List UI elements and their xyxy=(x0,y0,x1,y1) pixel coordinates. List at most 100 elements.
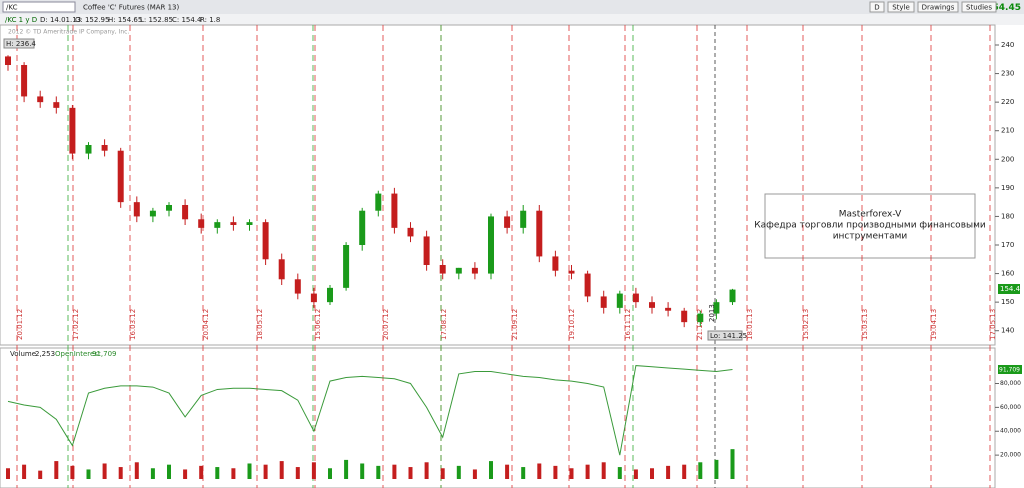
note-line: инструментами xyxy=(833,232,908,242)
toolbar-button[interactable] xyxy=(917,1,959,13)
volume-bar xyxy=(199,465,204,479)
volume-bar xyxy=(134,462,139,479)
date-label: 16.03.12 xyxy=(129,309,137,340)
volume-bar xyxy=(730,449,735,479)
volume-bar xyxy=(698,462,703,479)
volume-bar xyxy=(328,468,332,479)
candle-body xyxy=(359,210,366,245)
candle-body xyxy=(455,267,462,274)
date-label: 17.08.12 xyxy=(440,309,448,340)
volume-bar xyxy=(215,467,220,479)
volume-bar xyxy=(521,467,526,479)
volume-last: 2,253 xyxy=(35,350,55,358)
y-tick-label: 140 xyxy=(1001,327,1014,335)
volume-bar xyxy=(311,462,316,479)
oi-tag xyxy=(998,365,1022,374)
volume-bar xyxy=(585,464,590,479)
candle-body xyxy=(632,293,639,303)
info-field: O: 152.95 xyxy=(75,16,109,24)
volume-bar xyxy=(376,465,381,479)
last-label: 154.4 xyxy=(1000,285,1021,293)
note-line: Кафедра торговли производными финансовым… xyxy=(754,221,986,231)
date-label: 19.04.13 xyxy=(930,309,938,340)
info-field: D: 14.01.13 xyxy=(40,16,81,24)
price-pane xyxy=(0,24,996,346)
symbol-input[interactable] xyxy=(2,1,76,13)
y2-tick-label: 20,000 xyxy=(1000,452,1021,459)
symbol[interactable]: /KC xyxy=(6,4,18,12)
candle-body xyxy=(149,210,156,217)
date-label: 19.10.12 xyxy=(568,309,576,340)
candle-body xyxy=(230,222,237,225)
toolbar-button[interactable] xyxy=(887,1,915,13)
date-label: 15.03.13 xyxy=(861,309,869,340)
toolbar-button-label[interactable]: Drawings xyxy=(922,4,955,12)
candle-body xyxy=(536,210,543,257)
volume-bar xyxy=(650,468,654,479)
candle-body xyxy=(278,259,285,280)
copyright: 2012 © TD Ameritrade IP Company, Inc. xyxy=(8,29,129,36)
y-tick-label: 220 xyxy=(1001,98,1014,106)
volume-bar xyxy=(489,461,493,479)
volume-bar xyxy=(408,467,413,479)
candle-body xyxy=(423,236,430,265)
y-tick-label: 180 xyxy=(1001,212,1014,220)
candle-body xyxy=(21,65,28,97)
info-field: L: 152.85 xyxy=(140,16,173,24)
y-tick-label: 170 xyxy=(1001,241,1014,249)
candle-body xyxy=(584,273,591,297)
date-label: 17.02.12 xyxy=(72,309,80,340)
volume-bar xyxy=(537,463,542,479)
chart-name: /KC 1 y D xyxy=(5,16,37,24)
low-tag xyxy=(707,330,743,341)
candle-body xyxy=(310,293,317,303)
y-tick-label: 160 xyxy=(1001,270,1014,278)
volume-bar xyxy=(231,468,236,479)
candle-body xyxy=(552,256,559,271)
toolbar xyxy=(0,0,1024,14)
volume-bar xyxy=(344,459,349,479)
toolbar-button[interactable] xyxy=(961,1,997,13)
candle-body xyxy=(37,96,44,103)
volume-bar xyxy=(553,465,558,479)
candle-body xyxy=(117,150,124,203)
oi-tag-label: 91,709 xyxy=(999,367,1020,374)
note-line: Masterforex-V xyxy=(839,210,902,220)
oi-line xyxy=(7,365,733,456)
candle-body xyxy=(327,287,333,303)
date-label: 16.11.12 xyxy=(624,309,632,340)
y-tick-label: 210 xyxy=(1001,127,1014,135)
date-label: 18.01.13 xyxy=(746,309,754,340)
candle-body xyxy=(504,216,511,228)
toolbar-button-label[interactable]: D xyxy=(874,4,879,12)
volume-bar xyxy=(472,469,477,479)
candle-body xyxy=(198,219,205,228)
toolbar-button[interactable] xyxy=(869,1,885,13)
high-label: H: 236.4 xyxy=(6,40,36,48)
volume-bar xyxy=(666,465,671,479)
y2-tick-label: 80,000 xyxy=(1000,380,1021,387)
volume-bar xyxy=(102,463,107,479)
candle-body xyxy=(375,193,382,211)
volume-bar xyxy=(682,464,687,479)
candle-body xyxy=(520,210,527,228)
volume-bar xyxy=(424,462,429,479)
volume-bar xyxy=(247,463,252,479)
candle-body xyxy=(101,145,108,151)
candle-body xyxy=(294,279,301,294)
candle-body xyxy=(729,289,736,303)
candle-body xyxy=(262,222,269,260)
toolbar-button-label[interactable]: Style xyxy=(892,4,910,12)
y-tick-label: 190 xyxy=(1001,184,1014,192)
candle-body xyxy=(616,293,623,308)
toolbar-button-label[interactable]: Studies xyxy=(966,4,992,12)
candle-body xyxy=(214,222,221,228)
volume-bar xyxy=(150,468,155,479)
volume-bar xyxy=(601,462,606,479)
date-label: 17.05.13 xyxy=(989,309,997,340)
candle-body xyxy=(343,245,350,288)
date-label: 18.05.12 xyxy=(256,309,264,340)
volume-bar xyxy=(569,468,574,479)
volume-bar xyxy=(505,464,510,479)
